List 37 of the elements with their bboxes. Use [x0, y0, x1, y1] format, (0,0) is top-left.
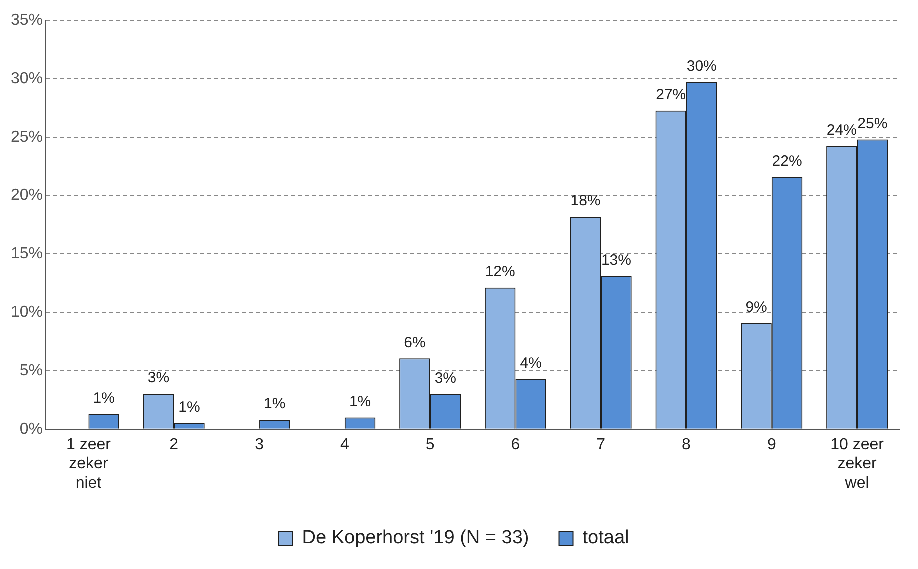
- x-tick-label: 7: [596, 436, 606, 454]
- data-label: 13%: [601, 252, 632, 270]
- data-label: 1%: [264, 396, 286, 413]
- data-label: 1%: [178, 399, 200, 416]
- x-tick-label: 9: [767, 436, 776, 454]
- y-tick-label: 15%: [10, 246, 44, 263]
- data-label: 27%: [656, 86, 686, 104]
- x-tick-label: 10 zeer zeker wel: [830, 436, 885, 492]
- x-tick-label: 3: [255, 436, 264, 454]
- y-tick-label: 20%: [10, 187, 44, 204]
- y-tick-label: 30%: [10, 70, 44, 88]
- y-tick-label: 0%: [20, 420, 44, 438]
- x-tick-label: 8: [682, 436, 692, 454]
- y-tick-label: 25%: [10, 128, 44, 146]
- data-label: 4%: [520, 354, 542, 372]
- x-tick-label: 6: [511, 436, 520, 454]
- data-label: 12%: [485, 263, 516, 280]
- data-label: 6%: [404, 334, 426, 352]
- legend-label: totaal: [582, 528, 630, 549]
- x-tick-label: 1 zeer zeker niet: [66, 436, 112, 492]
- y-tick-label: 10%: [10, 304, 44, 322]
- data-label: 3%: [434, 370, 457, 387]
- data-label: 18%: [570, 192, 601, 210]
- legend-label: De Koperhorst '19 (N = 33): [302, 528, 530, 549]
- data-label: 22%: [772, 152, 802, 170]
- data-label: 1%: [93, 390, 115, 407]
- data-label: 24%: [826, 122, 857, 139]
- x-tick-label: 2: [170, 436, 179, 454]
- x-tick-label: 5: [426, 436, 435, 454]
- data-label: 1%: [349, 393, 372, 410]
- data-label: 9%: [746, 298, 768, 316]
- data-label: 3%: [148, 370, 170, 387]
- y-tick-label: 35%: [10, 12, 44, 30]
- x-tick-label: 4: [340, 436, 350, 454]
- data-label: 25%: [858, 115, 888, 132]
- data-label: 30%: [686, 58, 717, 76]
- y-tick-label: 5%: [20, 362, 44, 380]
